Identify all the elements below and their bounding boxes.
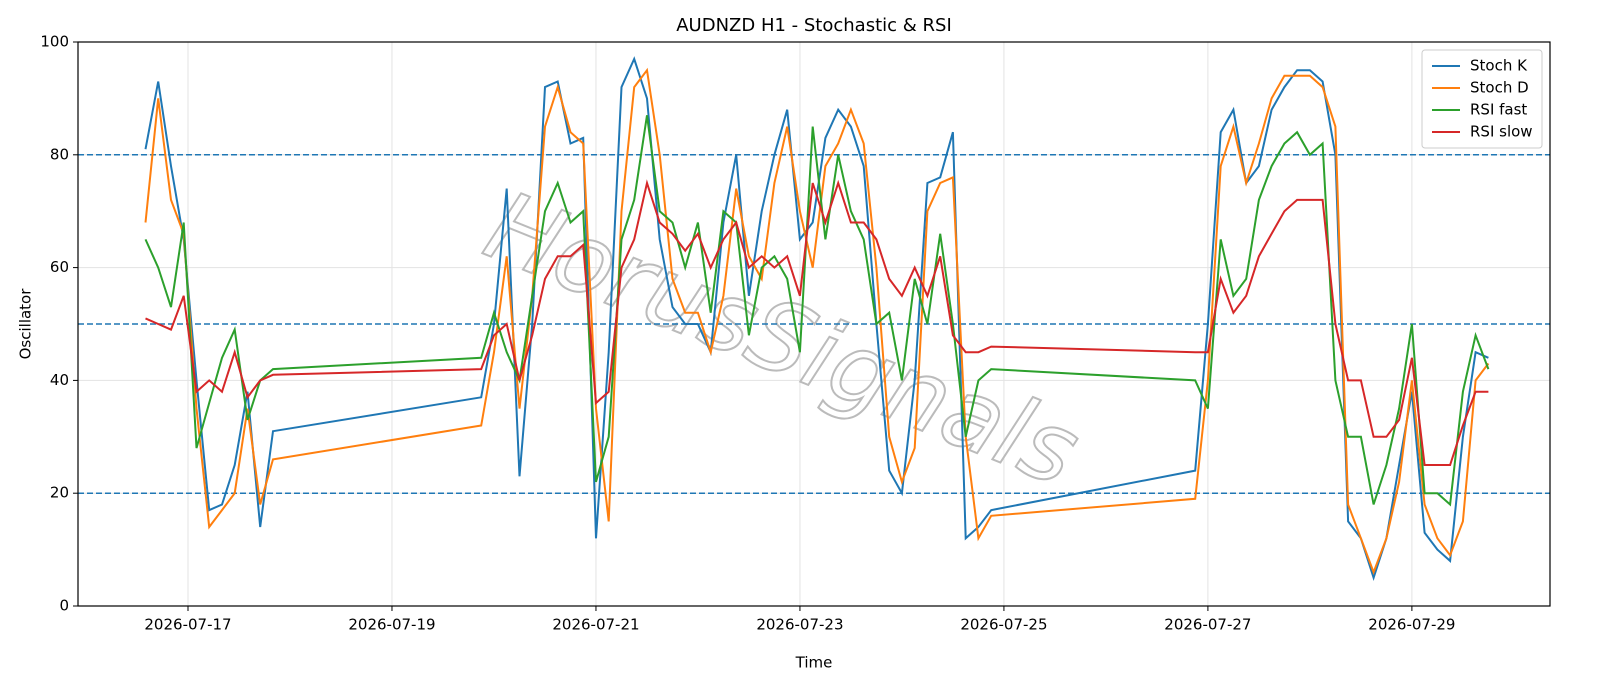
x-tick-label: 2026-07-27 — [1164, 616, 1251, 634]
watermark: HorusSignals — [471, 170, 1094, 508]
x-tick-label: 2026-07-29 — [1368, 616, 1455, 634]
y-tick-label: 60 — [50, 258, 69, 276]
x-tick-label: 2026-07-19 — [348, 616, 435, 634]
y-tick-label: 100 — [40, 33, 69, 51]
series-line — [144, 67, 1490, 576]
x-axis-label: Time — [795, 654, 833, 672]
y-axis-label: Oscillator — [17, 288, 35, 360]
chart-title: AUDNZD H1 - Stochastic & RSI — [676, 15, 952, 36]
legend-label: RSI slow — [1470, 123, 1533, 141]
plot-frame — [77, 41, 1551, 607]
x-tick-label: 2026-07-17 — [144, 616, 231, 634]
y-tick-label: 0 — [59, 597, 69, 615]
legend-box — [1421, 49, 1543, 149]
legend-label: Stoch K — [1470, 57, 1528, 75]
x-tick-label: 2026-07-25 — [960, 616, 1047, 634]
legend-label: RSI fast — [1470, 101, 1527, 119]
x-tick-label: 2026-07-23 — [756, 616, 843, 634]
y-tick-label: 80 — [50, 145, 69, 163]
legend-label: Stoch D — [1470, 79, 1529, 97]
y-tick-label: 20 — [50, 484, 69, 502]
x-tick-label: 2026-07-21 — [552, 616, 639, 634]
y-tick-label: 40 — [50, 371, 69, 389]
series-line — [145, 179, 1489, 466]
